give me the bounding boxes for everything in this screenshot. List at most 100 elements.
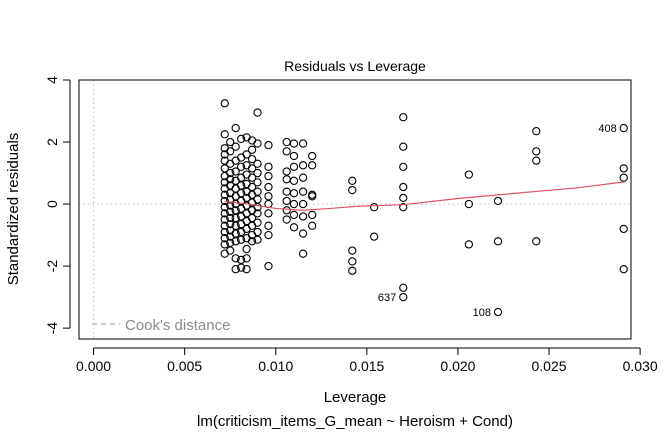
- data-point: [253, 159, 262, 168]
- data-point: [399, 162, 408, 172]
- x-tick-label: 0.015: [349, 358, 384, 374]
- data-point: [264, 140, 273, 150]
- data-point: [399, 292, 408, 302]
- data-point: [348, 266, 357, 275]
- data-point: [399, 193, 408, 203]
- point-label: 108: [473, 307, 491, 319]
- data-point: [242, 170, 251, 179]
- smooth-line: [224, 181, 626, 211]
- y-axis: -4 -2 0 2 4: [44, 76, 71, 335]
- data-point: [298, 173, 308, 182]
- data-point: [226, 238, 235, 247]
- data-point: [253, 178, 262, 187]
- data-point: [298, 229, 308, 238]
- data-point: [220, 130, 229, 139]
- data-point: [619, 123, 628, 133]
- data-point: [399, 113, 408, 122]
- y-tick-label: -2: [44, 260, 60, 273]
- data-point: [226, 220, 235, 229]
- data-point: [298, 199, 308, 209]
- data-point: [247, 173, 257, 182]
- data-point: [242, 244, 251, 254]
- data-point: [264, 230, 273, 240]
- x-axis: 0.000 0.005 0.010 0.015 0.020 0.025 0.030: [76, 347, 658, 374]
- data-point: [236, 134, 246, 144]
- data-point: [264, 162, 273, 172]
- data-point: [399, 182, 408, 192]
- data-point: [289, 151, 299, 161]
- data-point: [493, 237, 503, 246]
- data-point: [619, 164, 628, 173]
- data-point: [289, 139, 299, 148]
- data-point: [242, 265, 251, 274]
- data-point: [247, 182, 257, 192]
- data-point: [399, 142, 408, 151]
- data-point: [298, 161, 308, 170]
- data-point: [236, 255, 246, 265]
- data-point: [532, 156, 541, 165]
- x-tick-label: 0.000: [76, 358, 111, 374]
- data-point: [253, 168, 262, 178]
- data-point: [231, 254, 240, 263]
- data-point: [493, 307, 503, 317]
- data-point: [242, 224, 251, 234]
- data-point: [226, 168, 235, 178]
- data-point: [231, 156, 240, 165]
- data-point: [231, 123, 240, 133]
- data-point: [253, 218, 262, 227]
- x-tick-label: 0.020: [440, 358, 475, 374]
- chart-subtitle: lm(criticism_items_G_mean ~ Heroism + Co…: [197, 413, 513, 430]
- data-point: [298, 187, 308, 196]
- plot-frame: [78, 79, 632, 340]
- data-point: [619, 224, 628, 234]
- data-point: [247, 213, 257, 223]
- data-point: [220, 164, 229, 173]
- data-point: [282, 147, 291, 156]
- chart-title: Residuals vs Leverage: [284, 58, 426, 74]
- data-point: [247, 221, 257, 230]
- data-point: [348, 185, 357, 195]
- data-point: [253, 139, 262, 148]
- data-point: [253, 195, 262, 204]
- data-point: [226, 213, 235, 223]
- data-point: [282, 196, 291, 206]
- data-point: [220, 190, 229, 199]
- data-point: [348, 246, 357, 255]
- y-tick-label: 4: [44, 76, 60, 84]
- data-point: [253, 209, 262, 218]
- data-point: [231, 213, 240, 223]
- data-point: [464, 240, 474, 249]
- data-point: [220, 196, 229, 206]
- x-tick-label: 0.005: [167, 358, 202, 374]
- y-tick-label: -4: [44, 322, 60, 335]
- data-point: [264, 209, 273, 218]
- data-point: [226, 137, 235, 147]
- data-point: [236, 173, 246, 182]
- data-point: [264, 192, 273, 201]
- x-tick-label: 0.025: [531, 358, 566, 374]
- data-point: [348, 257, 357, 266]
- data-point: [253, 108, 262, 117]
- x-axis-label: Leverage: [324, 389, 387, 406]
- x-tick-label: 0.030: [623, 358, 658, 374]
- data-point: [282, 167, 291, 176]
- data-point: [231, 229, 240, 238]
- data-point: [253, 235, 262, 244]
- data-point: [236, 189, 246, 198]
- data-point: [226, 147, 235, 156]
- data-point: [236, 235, 246, 244]
- data-point: [532, 147, 541, 156]
- data-point: [220, 221, 229, 230]
- data-point: [399, 283, 408, 292]
- data-point: [619, 173, 628, 182]
- data-point: [236, 181, 246, 190]
- data-point: [308, 192, 317, 201]
- data-point: [226, 175, 235, 184]
- data-point: [236, 153, 246, 162]
- data-point: [231, 265, 240, 274]
- data-point: [308, 151, 317, 161]
- data-point: [220, 227, 229, 237]
- legend-label: Cook's distance: [125, 317, 230, 334]
- data-point: [289, 189, 299, 198]
- data-point: [264, 221, 273, 230]
